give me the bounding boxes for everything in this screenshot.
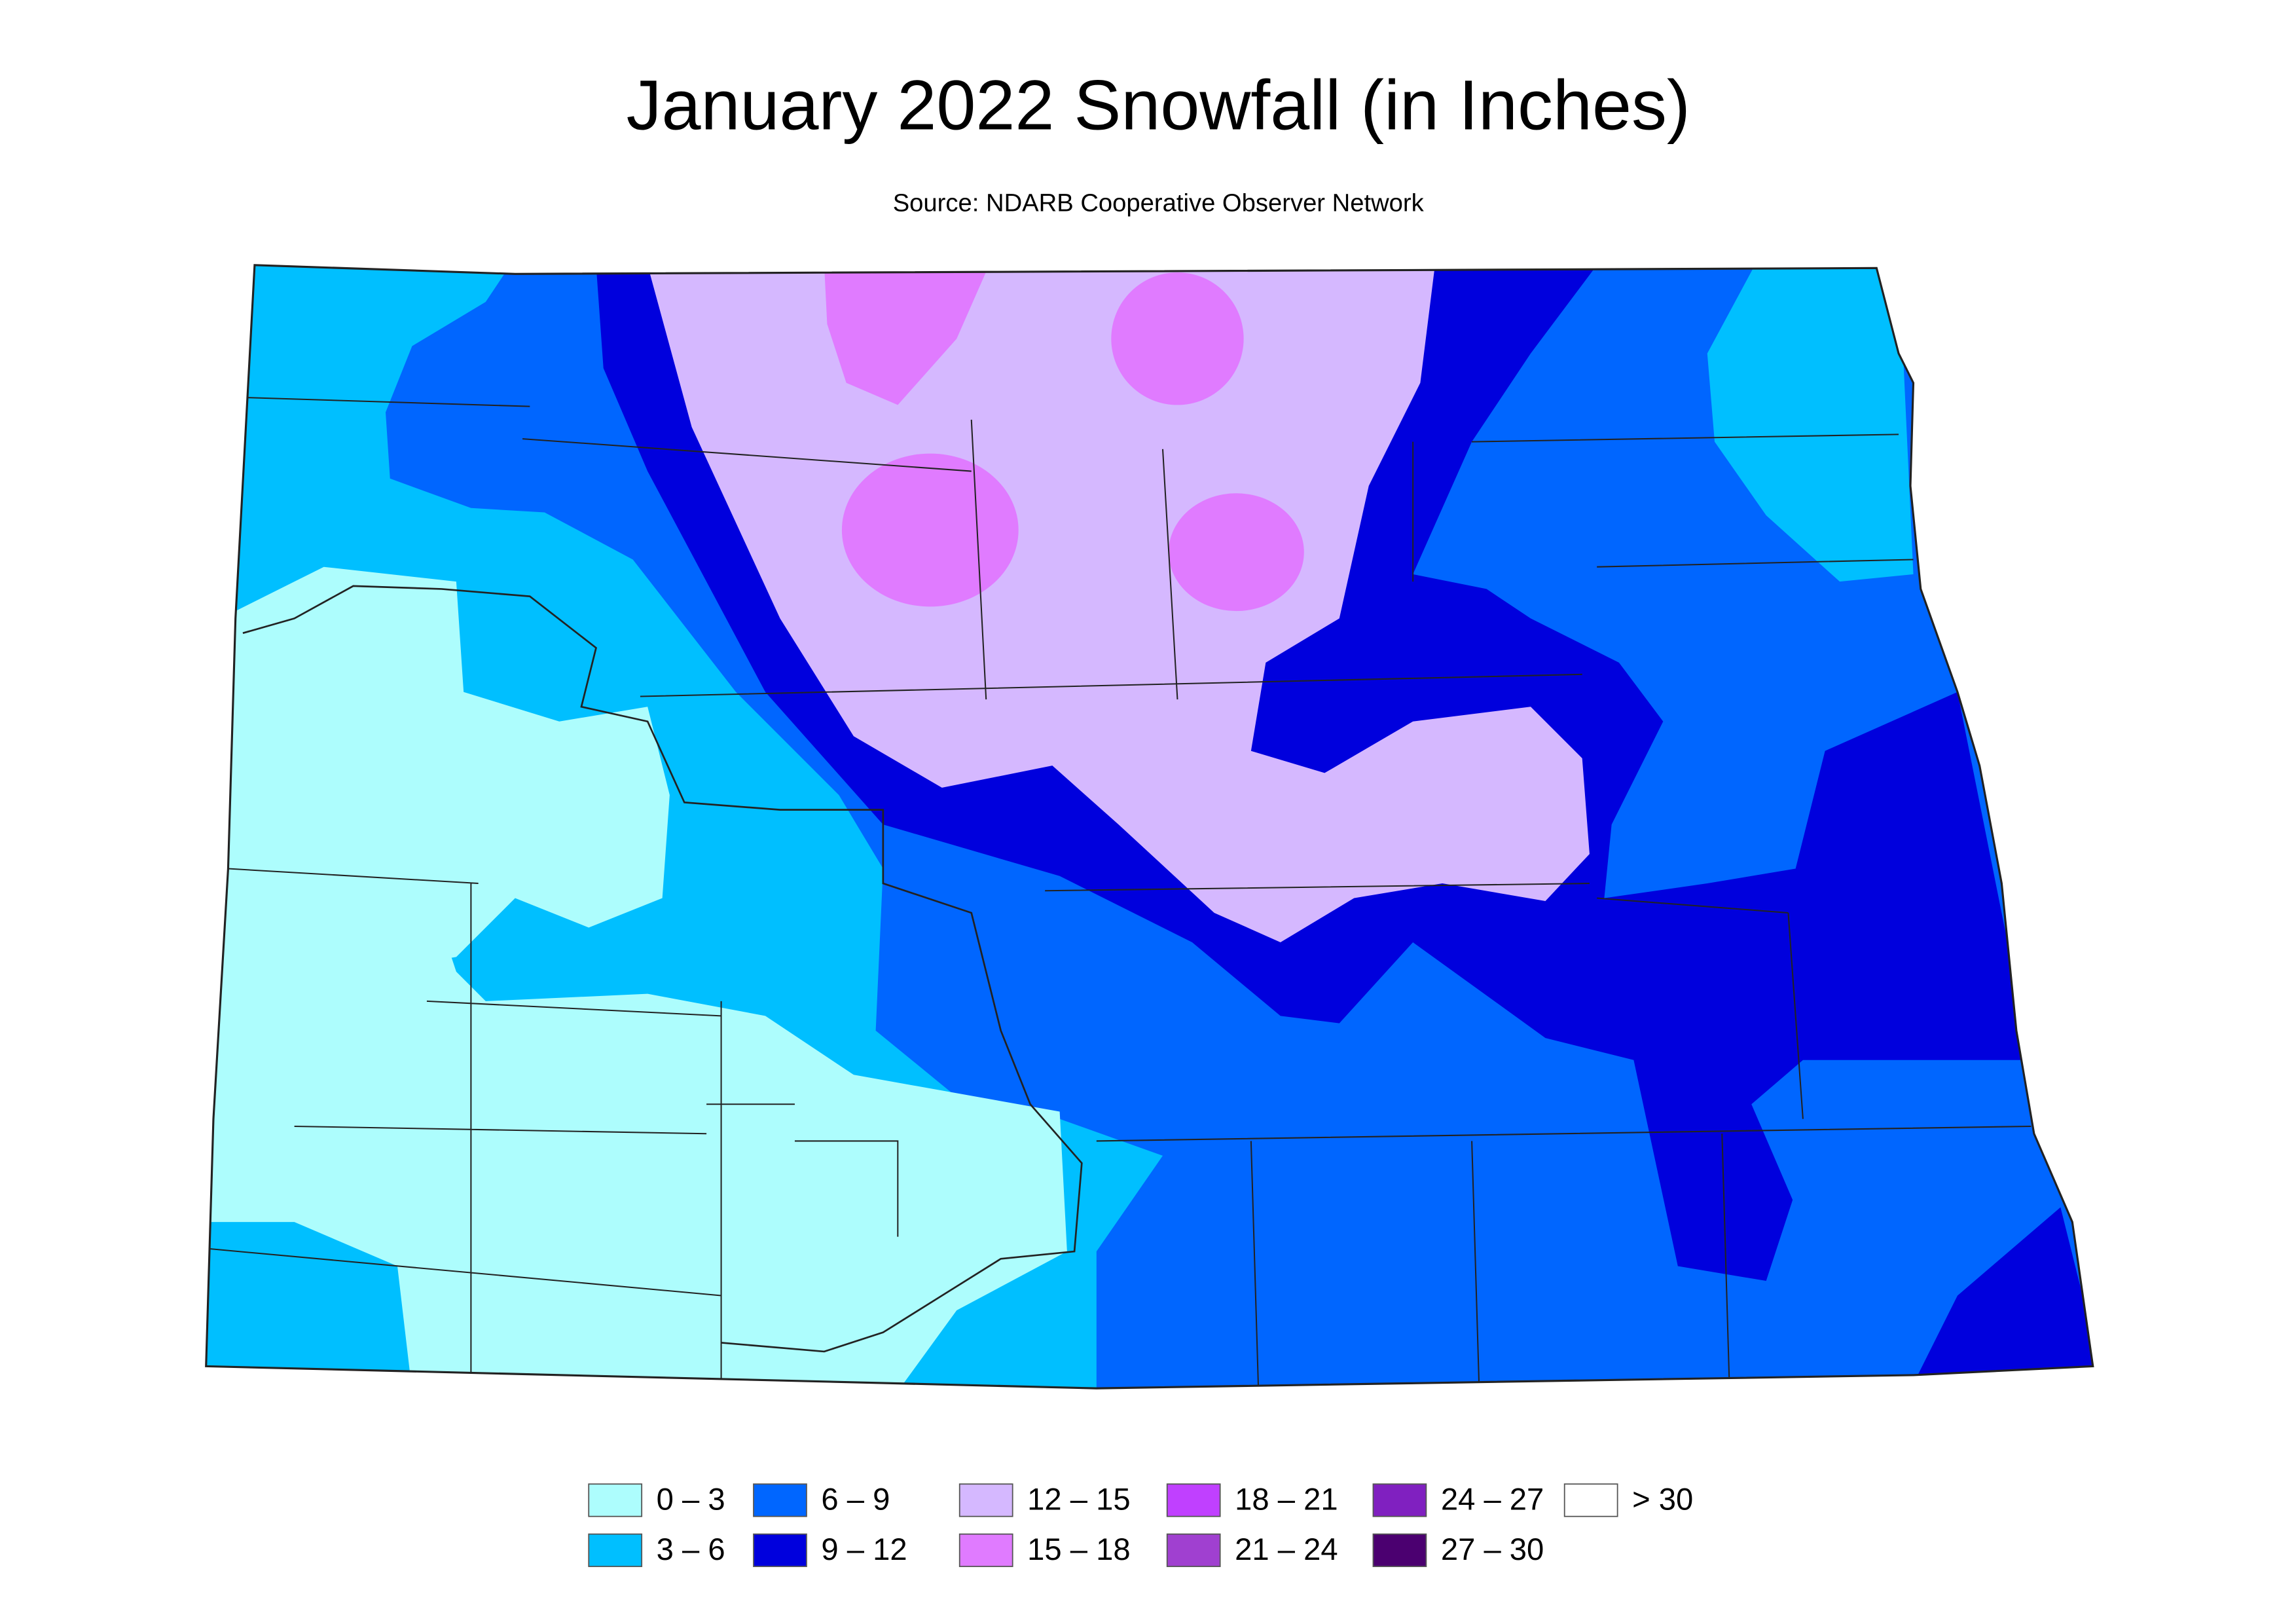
legend-swatch xyxy=(958,1483,1013,1517)
legend-label: 24 – 27 xyxy=(1441,1483,1544,1517)
legend-label: 18 – 21 xyxy=(1235,1483,1338,1517)
state-outline xyxy=(205,264,2094,1390)
legend-swatch xyxy=(1166,1483,1221,1517)
legend-label: 21 – 24 xyxy=(1235,1532,1338,1567)
legend-swatch xyxy=(1563,1483,1618,1517)
legend-swatch xyxy=(588,1533,643,1568)
snowfall-areas xyxy=(206,265,2093,1389)
legend-label: 0 – 3 xyxy=(657,1483,725,1517)
area-15-18 xyxy=(824,265,989,405)
legend-label: 3 – 6 xyxy=(657,1532,725,1567)
legend-swatch xyxy=(1372,1533,1427,1568)
map-source: Source: NDARB Cooperative Observer Netwo… xyxy=(893,189,1425,217)
area-12-15 xyxy=(647,265,1590,942)
legend-swatch xyxy=(753,1533,807,1568)
county-lines xyxy=(206,397,2032,1389)
legend-swatch xyxy=(1166,1533,1221,1568)
area-9-12 xyxy=(1913,1207,2093,1384)
legend: 0 – 3 3 – 6 6 – 9 9 – 12 12 – 15 15 – 18 18 – … xyxy=(588,1483,1693,1568)
map-title: January 2022 Snowfall (in Inches) xyxy=(627,65,1690,144)
legend-label: 27 – 30 xyxy=(1441,1532,1544,1567)
legend-swatch xyxy=(753,1483,807,1517)
legend-label: 9 – 12 xyxy=(821,1532,907,1567)
legend-label: 15 – 18 xyxy=(1027,1532,1130,1567)
area-3-6 xyxy=(1707,265,1914,582)
area-15-18 xyxy=(1168,493,1304,612)
area-15-18 xyxy=(841,453,1019,607)
area-15-18 xyxy=(1111,272,1244,405)
legend-swatch xyxy=(588,1483,643,1517)
legend-label: 12 – 15 xyxy=(1027,1483,1130,1517)
river xyxy=(242,585,1083,1353)
legend-label: 6 – 9 xyxy=(821,1483,890,1517)
legend-swatch xyxy=(958,1533,1013,1568)
area-0-3 xyxy=(206,566,1067,1389)
legend-label: > 30 xyxy=(1632,1483,1693,1517)
legend-swatch xyxy=(1372,1483,1427,1517)
